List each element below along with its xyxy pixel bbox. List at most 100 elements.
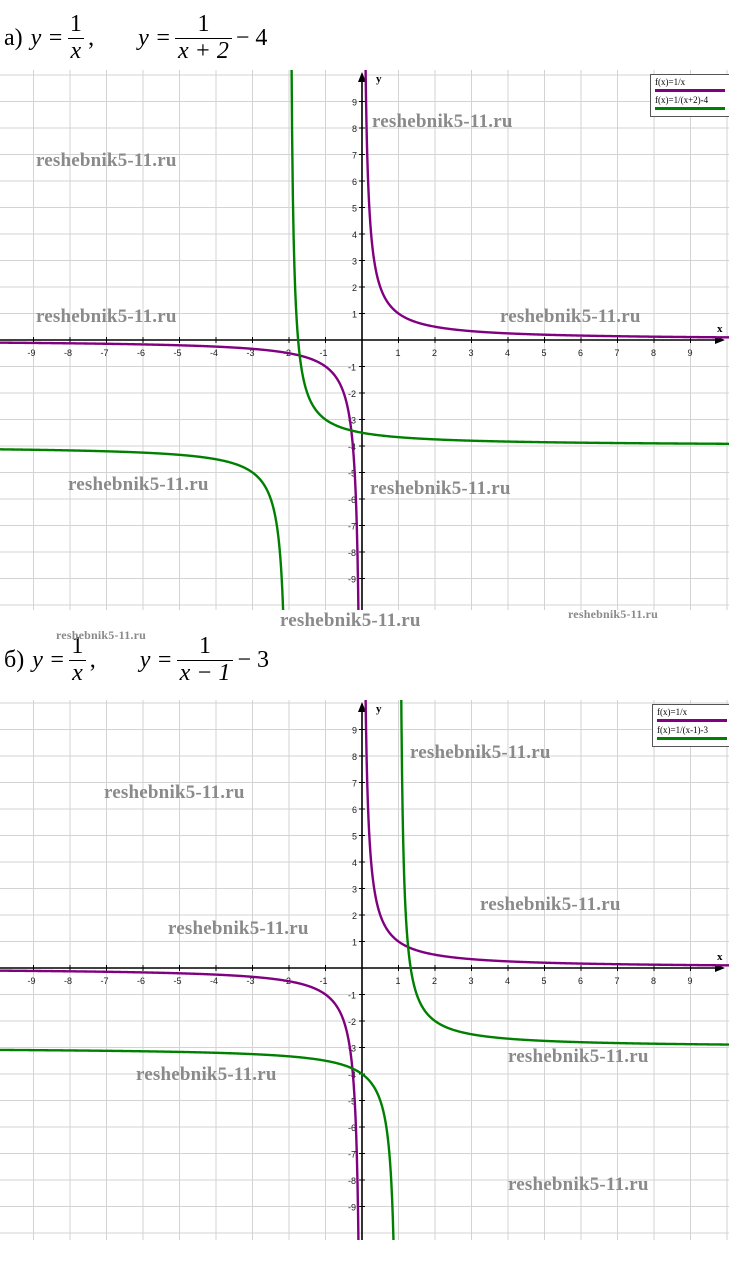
y-axis-arrow (358, 702, 366, 712)
legend-b-swatch-1 (657, 719, 727, 722)
series-1-branch-left (0, 341, 360, 610)
watermark: reshebnik5-11.ru (480, 894, 621, 915)
legend-a-item-2: f(x)=1/(x+2)-4 (655, 95, 709, 105)
x-tick-label: -8 (64, 976, 72, 986)
y-tick-label: 8 (352, 124, 357, 134)
x-tick-label: 4 (505, 348, 510, 358)
y-tick-label: 2 (352, 911, 357, 921)
chart-a-svg: x y -9 -8 -7 -6 -5 -4 -3 -2 -1 1 2 3 4 5 6 7 8 9 -9 -8 -7 -6 -5 -… (0, 70, 729, 610)
chart-part-a: x y -9 -8 -7 -6 -5 -4 -3 -2 -1 1 2 3 4 5 6 7 8 9 -9 -8 -7 -6 -5 -… (0, 70, 729, 610)
watermark: reshebnik5-11.ru (508, 1174, 649, 1195)
y-tick-label: 1 (352, 938, 357, 948)
watermark: reshebnik5-11.ru (410, 742, 551, 763)
x-axis-label: x (717, 951, 723, 963)
watermark: reshebnik5-11.ru (36, 150, 177, 171)
y-tick-label: -2 (348, 389, 356, 399)
y-tick-label: -9 (348, 1203, 356, 1213)
part-b-label: б) (4, 646, 25, 673)
x-tick-label: 9 (688, 348, 693, 358)
y-tick-label: 6 (352, 177, 357, 187)
axes: x y -9 -8 -7 -6 -5 -4 -3 -2 -1 1 2 3 4 5 6 7 8 9 -9 -8 -7 -6 -5 -… (0, 702, 725, 1240)
y-tick-label: 7 (352, 151, 357, 161)
x-tick-label: -9 (28, 348, 36, 358)
x-tick-label: 5 (542, 348, 547, 358)
x-tick-label: 5 (542, 976, 547, 986)
y-tick-label: 5 (352, 204, 357, 214)
y-axis-label: y (376, 703, 382, 715)
x-axis-label: x (717, 323, 723, 335)
legend-b-swatch-2 (657, 737, 727, 740)
eq2-lhs: y = (139, 646, 173, 673)
y-axis-arrow (358, 72, 366, 82)
watermark: reshebnik5-11.ru (68, 474, 209, 495)
eq1-lhs: y = (30, 24, 64, 51)
watermark: reshebnik5-11.ru (568, 607, 658, 621)
x-tick-label: 8 (651, 976, 656, 986)
x-tick-label: -1 (320, 976, 328, 986)
x-tick-label: -6 (137, 348, 145, 358)
y-tick-label: -6 (348, 1123, 356, 1133)
legend-b-item-1: f(x)=1/x (657, 707, 688, 717)
series-2-branch-left (0, 1048, 395, 1240)
series-1-branch-right (364, 700, 729, 967)
x-tick-label: 3 (469, 348, 474, 358)
eq2-fraction: 1 x − 1 (176, 634, 234, 685)
watermark: reshebnik5-11.ru (372, 111, 513, 132)
x-tick-label: 3 (469, 976, 474, 986)
x-tick-label: -5 (174, 976, 182, 986)
x-tick-label: -9 (28, 976, 36, 986)
y-tick-label: -7 (348, 1150, 356, 1160)
watermark: reshebnik5-11.ru (370, 478, 511, 499)
series-1-branch-left (0, 969, 360, 1240)
eq1-fraction: 1 x (67, 12, 85, 63)
x-tick-label: -4 (210, 348, 218, 358)
x-tick-label: 2 (432, 976, 437, 986)
watermark: reshebnik5-11.ru (280, 610, 421, 631)
watermark: reshebnik5-11.ru (56, 628, 146, 642)
y-tick-label: -6 (348, 495, 356, 505)
chart-b-svg: x y -9 -8 -7 -6 -5 -4 -3 -2 -1 1 2 3 4 5 6 7 8 9 -9 -8 -7 -6 -5 -… (0, 700, 729, 1240)
y-tick-label: -3 (348, 1044, 356, 1054)
y-tick-label: -2 (348, 1017, 356, 1027)
x-tick-label: 1 (396, 976, 401, 986)
legend-b: f(x)=1/x f(x)=1/(x-1)-3 (652, 704, 729, 747)
x-tick-label: -3 (247, 976, 255, 986)
legend-a-item-1: f(x)=1/x (655, 77, 686, 87)
heading-part-a: а) y = 1 x , y = 1 x + 2 − 4 (4, 11, 268, 64)
eq1-lhs: y = (32, 646, 66, 673)
legend-b-item-2: f(x)=1/(x-1)-3 (657, 725, 709, 735)
x-tick-label: 8 (651, 348, 656, 358)
y-tick-label: 3 (352, 257, 357, 267)
axes: x y -9 -8 -7 -6 -5 -4 -3 -2 -1 1 2 3 4 5 6 7 8 9 -9 -8 -7 -6 -5 -… (0, 72, 725, 610)
y-tick-label: 2 (352, 283, 357, 293)
y-tick-label: 9 (352, 726, 357, 736)
y-tick-label: 3 (352, 885, 357, 895)
x-tick-label: 2 (432, 348, 437, 358)
y-tick-label: 8 (352, 752, 357, 762)
y-axis-label: y (376, 73, 382, 85)
y-tick-label: -5 (348, 1097, 356, 1107)
chart-part-b: x y -9 -8 -7 -6 -5 -4 -3 -2 -1 1 2 3 4 5 6 7 8 9 -9 -8 -7 -6 -5 -… (0, 700, 729, 1240)
x-tick-label: -4 (210, 976, 218, 986)
x-tick-label: 1 (396, 348, 401, 358)
x-tick-label: -7 (101, 348, 109, 358)
x-tick-label: -5 (174, 348, 182, 358)
watermark: reshebnik5-11.ru (508, 1046, 649, 1067)
y-tick-label: 7 (352, 779, 357, 789)
series-2-branch-right (400, 700, 729, 1046)
watermark: reshebnik5-11.ru (168, 918, 309, 939)
y-tick-label: 6 (352, 805, 357, 815)
watermark: reshebnik5-11.ru (36, 306, 177, 327)
y-tick-label: 4 (352, 230, 357, 240)
heading-part-b: б) y = 1 x , y = 1 x − 1 − 3 (4, 633, 269, 686)
eq2-tail: − 4 (235, 24, 268, 51)
y-tick-label: -1 (348, 991, 356, 1001)
series-1-branch-right (364, 70, 729, 339)
series-2-branch-right (290, 70, 729, 445)
x-tick-label: 4 (505, 976, 510, 986)
watermark: reshebnik5-11.ru (500, 306, 641, 327)
x-tick-label: 7 (615, 976, 620, 986)
y-tick-label: 1 (352, 310, 357, 320)
grid (0, 700, 729, 1240)
x-tick-label: -8 (64, 348, 72, 358)
